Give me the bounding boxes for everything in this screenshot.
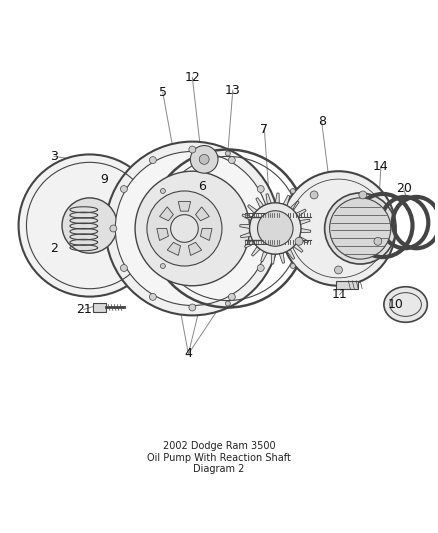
Circle shape xyxy=(374,237,382,245)
Circle shape xyxy=(290,263,295,269)
Text: 7: 7 xyxy=(261,123,268,136)
Circle shape xyxy=(199,155,209,164)
Circle shape xyxy=(228,294,235,301)
Text: 4: 4 xyxy=(184,348,192,360)
Text: 21: 21 xyxy=(76,303,92,316)
Text: 2: 2 xyxy=(50,242,58,255)
Circle shape xyxy=(189,146,196,153)
Ellipse shape xyxy=(384,287,427,322)
Polygon shape xyxy=(244,240,254,248)
Text: 20: 20 xyxy=(396,182,412,196)
Text: 13: 13 xyxy=(225,84,241,97)
FancyBboxPatch shape xyxy=(92,303,106,312)
Text: 9: 9 xyxy=(101,173,109,185)
Text: 2002 Dodge Ram 3500
Oil Pump With Reaction Shaft
Diagram 2: 2002 Dodge Ram 3500 Oil Pump With Reacti… xyxy=(147,441,291,474)
Polygon shape xyxy=(178,201,191,211)
Circle shape xyxy=(110,225,117,232)
Text: 12: 12 xyxy=(184,71,200,84)
Ellipse shape xyxy=(250,203,301,254)
Circle shape xyxy=(359,191,367,199)
Circle shape xyxy=(295,237,303,245)
Polygon shape xyxy=(296,209,306,217)
Polygon shape xyxy=(261,252,267,262)
Circle shape xyxy=(160,263,166,269)
Ellipse shape xyxy=(191,146,218,173)
Circle shape xyxy=(120,264,127,271)
Polygon shape xyxy=(240,232,251,238)
Polygon shape xyxy=(293,244,303,252)
Polygon shape xyxy=(195,207,209,221)
Text: 10: 10 xyxy=(388,298,404,311)
Polygon shape xyxy=(275,193,279,203)
FancyBboxPatch shape xyxy=(336,281,358,289)
Circle shape xyxy=(310,191,318,199)
Polygon shape xyxy=(287,249,295,260)
Circle shape xyxy=(335,266,343,274)
Ellipse shape xyxy=(62,198,117,253)
Circle shape xyxy=(226,301,230,306)
Polygon shape xyxy=(300,229,311,232)
Ellipse shape xyxy=(329,198,391,259)
Ellipse shape xyxy=(147,191,222,266)
Polygon shape xyxy=(251,247,260,256)
Circle shape xyxy=(149,294,156,301)
Circle shape xyxy=(171,215,198,243)
Circle shape xyxy=(160,189,166,193)
Polygon shape xyxy=(159,207,173,221)
Ellipse shape xyxy=(258,211,293,246)
Polygon shape xyxy=(300,219,310,224)
Polygon shape xyxy=(247,205,257,213)
Circle shape xyxy=(281,171,396,286)
Polygon shape xyxy=(283,195,290,206)
Circle shape xyxy=(257,264,264,271)
Circle shape xyxy=(120,185,127,192)
Text: 11: 11 xyxy=(332,288,347,301)
Ellipse shape xyxy=(325,193,396,264)
Polygon shape xyxy=(271,254,275,264)
Circle shape xyxy=(149,157,156,164)
Polygon shape xyxy=(157,229,169,240)
Text: 5: 5 xyxy=(159,86,167,99)
Ellipse shape xyxy=(115,151,269,305)
Circle shape xyxy=(257,185,264,192)
Circle shape xyxy=(268,225,275,232)
Text: 6: 6 xyxy=(198,180,206,192)
Polygon shape xyxy=(201,229,212,240)
Ellipse shape xyxy=(18,155,161,296)
Text: 14: 14 xyxy=(373,160,389,173)
Polygon shape xyxy=(266,193,271,204)
Polygon shape xyxy=(298,237,308,243)
Polygon shape xyxy=(290,201,299,211)
Circle shape xyxy=(290,189,295,193)
Polygon shape xyxy=(167,243,180,255)
Ellipse shape xyxy=(106,142,279,316)
Polygon shape xyxy=(240,224,250,229)
Circle shape xyxy=(189,304,196,311)
Circle shape xyxy=(226,151,230,156)
Polygon shape xyxy=(279,253,285,263)
Ellipse shape xyxy=(135,171,250,286)
Polygon shape xyxy=(256,198,264,208)
Polygon shape xyxy=(242,214,252,221)
Text: 8: 8 xyxy=(318,115,326,128)
Circle shape xyxy=(228,157,235,164)
Polygon shape xyxy=(188,243,201,255)
Text: 3: 3 xyxy=(50,150,58,163)
